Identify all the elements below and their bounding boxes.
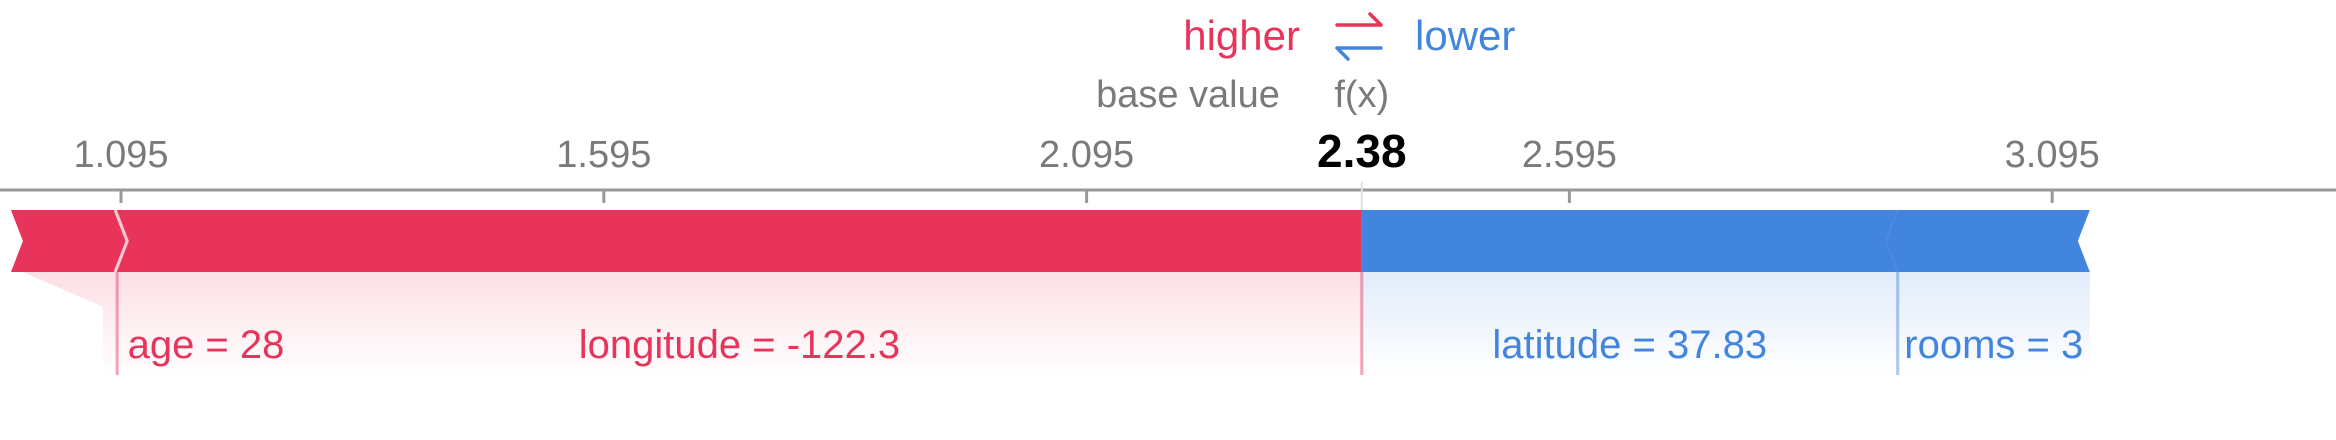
feature-label: longitude = -122.3 bbox=[579, 323, 900, 367]
tick-label: 1.095 bbox=[73, 134, 168, 176]
bar-higher bbox=[117, 210, 1362, 272]
label-shade bbox=[22, 272, 118, 375]
feature-label: rooms = 3 bbox=[1904, 323, 2083, 367]
bar-higher bbox=[10, 210, 130, 272]
bar-divider bbox=[113, 209, 129, 273]
feature-labels: age = 28 longitude = -122.3 latitude = 37.… bbox=[128, 323, 2084, 367]
fx-label: f(x) bbox=[1334, 74, 1389, 116]
legend-higher: higher bbox=[1183, 12, 1300, 59]
tick-label: 2.595 bbox=[1522, 134, 1617, 176]
fx-value: 2.38 bbox=[1317, 125, 1407, 177]
tick-label: 1.595 bbox=[556, 134, 651, 176]
feature-label: age = 28 bbox=[128, 323, 285, 367]
tick-label: 2.095 bbox=[1039, 134, 1134, 176]
bar-lower bbox=[1885, 210, 2090, 272]
x-axis-ticks: 1.095 1.595 2.095 2.595 3.095 bbox=[73, 134, 2100, 203]
tick-label: 3.095 bbox=[2005, 134, 2100, 176]
base-value-label: base value bbox=[1096, 74, 1280, 116]
legend-lower: lower bbox=[1415, 12, 1515, 59]
swap-arrows-icon bbox=[1335, 12, 1383, 61]
label-shade bbox=[1897, 272, 2090, 375]
feature-label: latitude = 37.83 bbox=[1492, 323, 1767, 367]
bars bbox=[10, 209, 2090, 273]
shades bbox=[22, 182, 2090, 375]
label-shade bbox=[1361, 272, 1898, 375]
bar-lower bbox=[1361, 210, 1898, 272]
label-shade bbox=[117, 272, 1362, 375]
